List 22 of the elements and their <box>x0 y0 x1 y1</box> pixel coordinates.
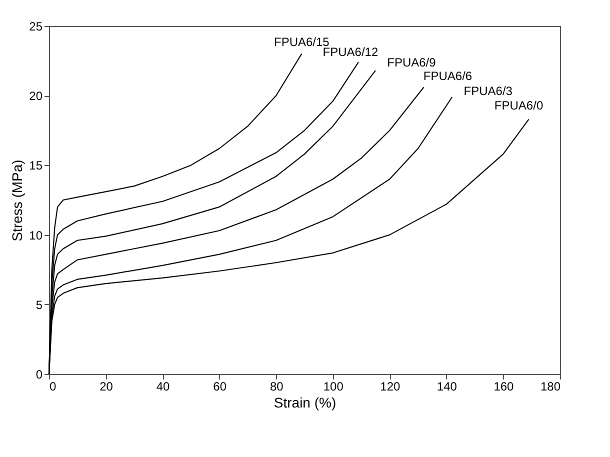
y-tick-label: 25 <box>29 20 43 34</box>
x-axis-title: Strain (%) <box>274 394 336 410</box>
series-label: FPUA6/3 <box>464 84 513 98</box>
y-tick-label: 0 <box>36 368 43 382</box>
x-tick-label: 160 <box>494 380 514 394</box>
y-tick-label: 20 <box>29 89 43 104</box>
x-tick-label: 140 <box>436 380 458 394</box>
x-tick-label: 80 <box>270 380 284 394</box>
x-tick-label: 20 <box>100 380 114 394</box>
x-tick-label: 60 <box>213 380 227 394</box>
x-tick-label: 40 <box>156 380 170 394</box>
y-tick-label: 5 <box>36 298 43 312</box>
x-tick-label: 100 <box>323 380 344 394</box>
y-axis-title: Stress (MPa) <box>9 160 26 242</box>
series-label: FPUA6/0 <box>494 98 544 112</box>
y-tick-label: 15 <box>29 158 43 173</box>
x-tick-label: 0 <box>50 380 56 394</box>
series-label: FPUA6/6 <box>423 69 472 84</box>
x-tick-label: 120 <box>380 380 400 394</box>
y-tick-label: 10 <box>29 228 43 242</box>
x-tick-label: 180 <box>540 380 561 394</box>
series-label: FPUA6/9 <box>387 56 436 70</box>
